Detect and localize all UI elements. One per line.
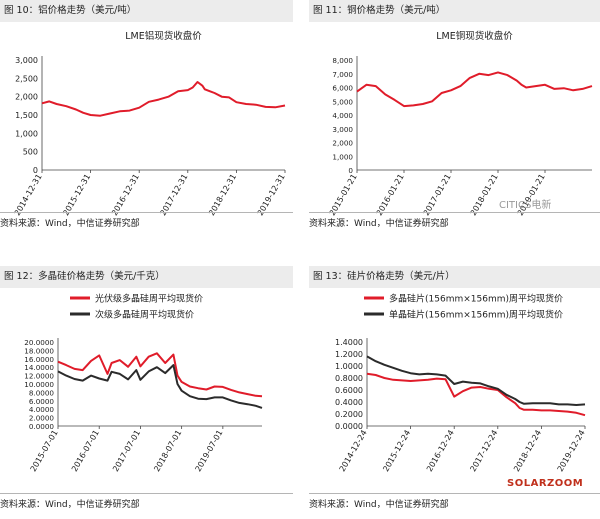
legend-label-0: 多晶硅片(156mm×156mm)周平均现货价 — [389, 293, 563, 305]
panel-title: 图 11：铜价格走势（美元/吨） — [309, 0, 600, 22]
y-tick-label: 1,000 — [332, 152, 353, 161]
divider — [309, 212, 600, 213]
y-tick-label: 2,000 — [15, 93, 38, 102]
y-tick-label: 2.0000 — [29, 414, 55, 423]
divider — [0, 212, 293, 213]
panel-wafer: 图 13：硅片价格走势（美元/片） 0.0000 0.2000 0.4000 0.60… — [309, 266, 600, 519]
y-tick-label: 14.0000 — [24, 363, 54, 372]
chart-title: LME铜现货收盘价 — [436, 30, 513, 42]
polysilicon-price-chart: 0.00002.00004.00006.00008.000010.000012.… — [24, 293, 263, 474]
y-tick-label: 500 — [23, 148, 38, 157]
source-note: 资料来源：Wind，中信证券研究部 — [309, 500, 449, 510]
y-tick-label: 0 — [348, 166, 353, 175]
y-tick-label: 8.0000 — [29, 388, 55, 397]
y-tick-label: 3,000 — [15, 56, 38, 65]
y-tick-label: 3,000 — [332, 125, 353, 134]
panel-title: 图 10：铝价格走势（美元/吨） — [0, 0, 293, 22]
source-note: 资料来源：Wind，中信证券研究部 — [0, 219, 140, 229]
wafer-price-chart: 0.0000 0.2000 0.4000 0.6000 0.8000 1.0000 1.20… — [335, 293, 587, 474]
y-tick-label: 1,500 — [15, 111, 38, 120]
legend-label-1: 次级多晶硅周平均现货价 — [95, 309, 194, 321]
x-tick-label: 2019-12-31 — [256, 173, 287, 218]
x-tick-label: 2019-07-01 — [194, 429, 225, 474]
source-note: 资料来源：Wind，中信证券研究部 — [309, 219, 449, 229]
y-tick-label: 16.0000 — [24, 355, 54, 364]
x-tick-label: 2016-12-24 — [425, 429, 456, 474]
x-tick-label: 2016-07-01 — [70, 429, 101, 474]
series-line-0 — [356, 71, 593, 108]
y-tick-label: 1,000 — [15, 129, 38, 138]
series-line-0 — [366, 372, 586, 417]
panel-title: 图 13：硅片价格走势（美元/片） — [309, 266, 600, 288]
y-tick-label: 12.0000 — [24, 372, 54, 381]
x-tick-label: 2018-01-21 — [469, 173, 500, 218]
x-tick-label: 2018-07-01 — [152, 429, 183, 474]
solarzoom-watermark: SOLARZOOM — [507, 478, 584, 489]
y-tick-label: 4.0000 — [29, 405, 55, 414]
y-tick-label: 0.0000 — [29, 422, 55, 431]
x-tick-label: 2015-07-01 — [29, 429, 60, 474]
y-tick-label: 7,000 — [332, 70, 353, 79]
y-tick-label: 4,000 — [332, 111, 353, 120]
y-tick-label: 0.8000 — [335, 374, 363, 383]
y-tick-label: 5,000 — [332, 97, 353, 106]
series-line-0 — [57, 352, 263, 398]
source-note: 资料来源：Wind，中信证券研究部 — [0, 500, 140, 510]
x-tick-label: 2016-01-21 — [375, 173, 406, 218]
divider — [309, 493, 600, 494]
y-tick-label: 1.0000 — [335, 362, 363, 371]
x-tick-label: 2015-12-24 — [381, 429, 412, 474]
legend-label-0: 光伏级多晶硅周平均现货价 — [95, 293, 203, 305]
y-tick-label: 8,000 — [332, 56, 353, 65]
y-tick-label: 1.4000 — [335, 338, 363, 347]
x-tick-label: 2016-12-31 — [110, 173, 141, 218]
x-tick-label: 2019-12-24 — [556, 429, 587, 474]
panel-title: 图 12：多晶硅价格走势（美元/千克） — [0, 266, 293, 288]
y-tick-label: 0.0000 — [335, 422, 363, 431]
x-tick-label: 2015-01-21 — [328, 173, 359, 218]
y-tick-label: 2,000 — [332, 139, 353, 148]
series-line-1 — [57, 364, 263, 409]
y-tick-label: 0.2000 — [335, 410, 363, 419]
y-tick-label: 18.0000 — [24, 346, 54, 355]
series-line-1 — [366, 355, 586, 406]
citics-watermark: CITICS电新 — [499, 200, 552, 211]
x-tick-label: 2017-12-24 — [468, 429, 499, 474]
y-tick-label: 6,000 — [332, 84, 353, 93]
copper-price-chart: LME铜现货收盘价 0 1,000 2,000 3,000 4,000 5,000 6,000… — [328, 30, 593, 217]
panel-aluminum: 图 10：铝价格走势（美元/吨） LME铝现货收盘价 0 500 1,000 1,500… — [0, 0, 293, 240]
legend-label-1: 单晶硅片(156mm×156mm)周平均现货价 — [389, 309, 563, 321]
x-tick-label: 2014-12-31 — [13, 173, 44, 218]
x-tick-label: 2017-12-31 — [158, 173, 189, 218]
y-tick-label: 10.0000 — [24, 380, 54, 389]
y-tick-label: 2,500 — [15, 74, 38, 83]
chart-title: LME铝现货收盘价 — [125, 30, 202, 42]
x-tick-label: 2017-07-01 — [111, 429, 142, 474]
x-tick-label: 2017-01-21 — [422, 173, 453, 218]
y-tick-label: 0.6000 — [335, 386, 363, 395]
x-tick-label: 2018-12-24 — [512, 429, 543, 474]
x-tick-label: 2018-12-31 — [207, 173, 238, 218]
y-tick-label: 20.0000 — [24, 338, 54, 347]
panel-copper: 图 11：铜价格走势（美元/吨） LME铜现货收盘价 0 1,000 2,000 3,0… — [309, 0, 600, 240]
y-tick-label: 1.2000 — [335, 350, 363, 359]
panel-polysilicon: 图 12：多晶硅价格走势（美元/千克） 0.0000 2.0000 4.0000 6.… — [0, 266, 293, 519]
y-tick-label: 6.0000 — [29, 397, 55, 406]
series-line-0 — [41, 81, 286, 117]
aluminum-price-chart: LME铝现货收盘价 0 500 1,000 1,500 2,000 2,500 3,000 20… — [13, 30, 287, 217]
y-tick-label: 0.4000 — [335, 398, 363, 407]
divider — [0, 493, 293, 494]
x-tick-label: 2014-12-24 — [338, 429, 369, 474]
x-tick-label: 2015-12-31 — [61, 173, 92, 218]
y-tick-label: 0 — [33, 166, 38, 175]
